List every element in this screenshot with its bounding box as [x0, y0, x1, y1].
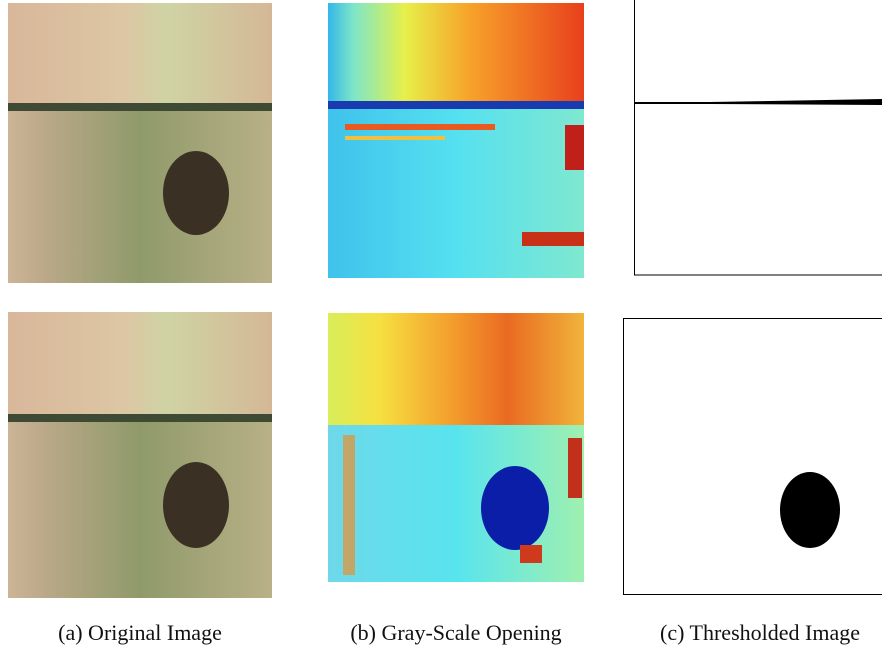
caption: (b) Gray-Scale Opening	[350, 620, 561, 645]
threshold-image-1	[634, 0, 882, 275]
caption: (a) Original Image	[58, 620, 222, 645]
caption: (c) Thresholded Image	[660, 620, 860, 645]
original-image-2	[8, 312, 272, 598]
threshold-image-2	[624, 319, 882, 595]
opening-image-1	[328, 3, 584, 278]
original-image-1	[8, 3, 272, 283]
opening-image-2	[328, 313, 584, 582]
figure: (a) Original Image (b) Gray-Scale Openin…	[0, 0, 882, 658]
